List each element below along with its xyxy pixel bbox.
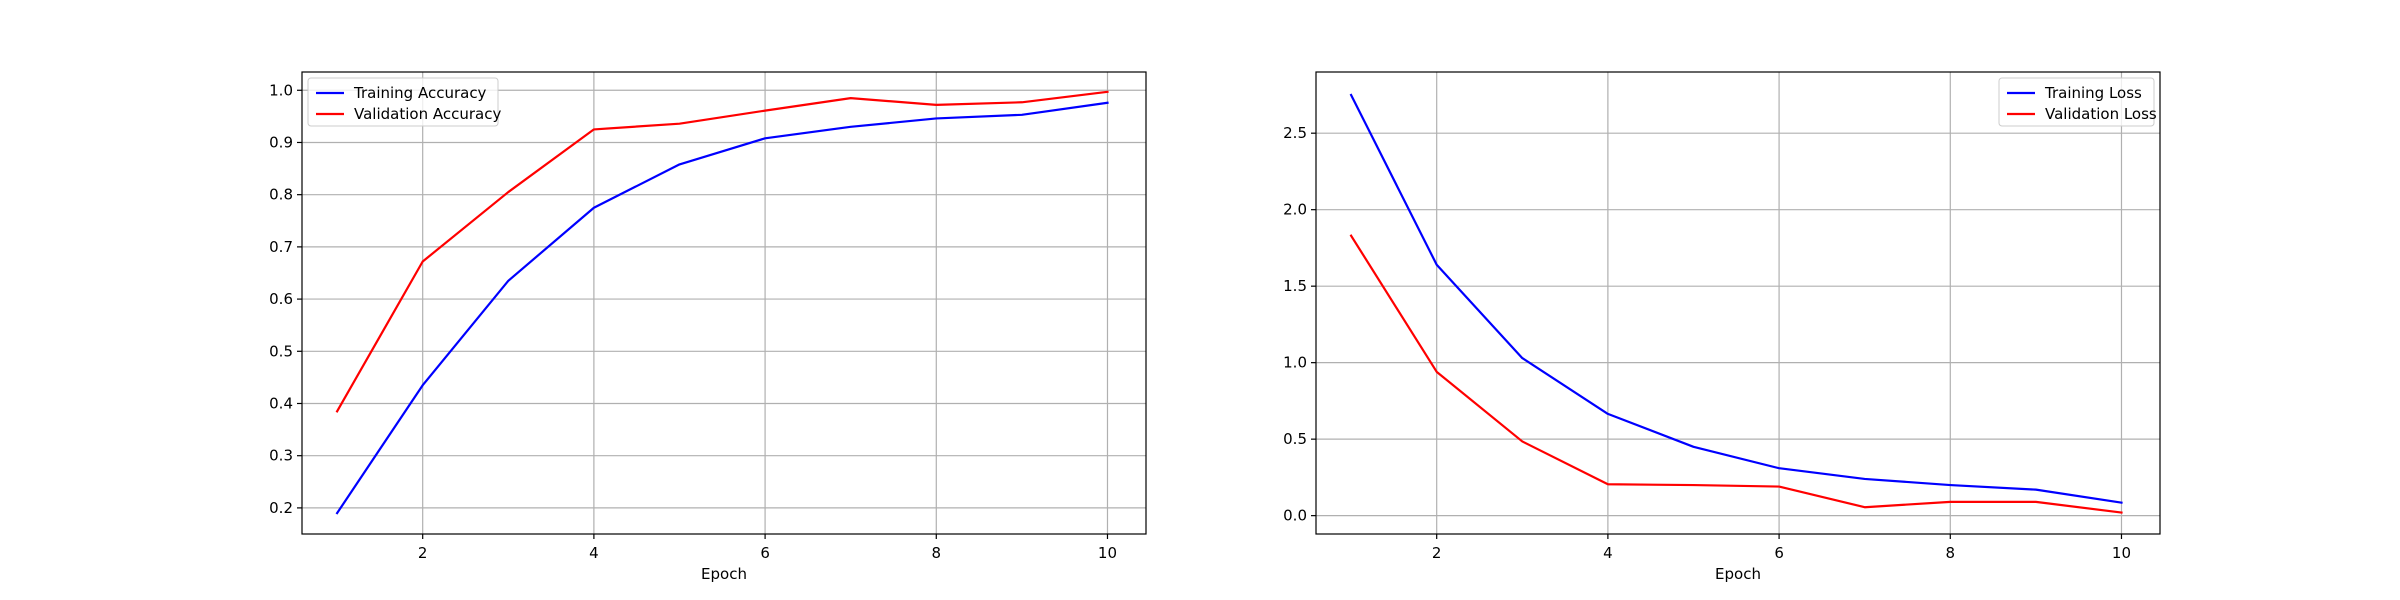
accuracy-x-tick-label: 2 — [418, 544, 428, 562]
accuracy-x-tick-label: 8 — [932, 544, 942, 562]
loss-legend-box — [1998, 77, 2155, 127]
accuracy-y-tick-label: 0.5 — [269, 342, 293, 360]
loss-legend-label-training: Training Loss — [2044, 84, 2142, 102]
accuracy-x-tick-label: 6 — [760, 544, 770, 562]
loss-y-tick-label: 2.0 — [1283, 201, 1307, 219]
accuracy-x-tick-label: 10 — [1098, 544, 1117, 562]
loss-x-tick-label: 4 — [1603, 544, 1613, 562]
accuracy-y-tick-label: 1.0 — [269, 81, 293, 99]
accuracy-x-tick-label: 4 — [589, 544, 599, 562]
loss-x-tick-label: 8 — [1946, 544, 1956, 562]
loss-legend: Training Loss Validation Loss — [1998, 77, 2157, 127]
loss-y-tick-label: 0.0 — [1283, 507, 1307, 525]
accuracy-y-tick-label: 0.6 — [269, 290, 293, 308]
accuracy-y-tick-label: 0.8 — [269, 186, 293, 204]
accuracy-y-tick-label: 0.9 — [269, 133, 293, 151]
loss-x-axis-label: Epoch — [1715, 565, 1761, 583]
loss-series-line-validation — [1349, 234, 2123, 514]
accuracy-chart: 2 4 6 8 10 0.2 0.3 0.4 0.5 0.6 0.7 0.8 0.9 1.0 Epoch Tr… — [269, 71, 1147, 583]
accuracy-legend: Training Accuracy Validation Accuracy — [307, 77, 501, 127]
loss-y-tick-label: 0.5 — [1283, 430, 1307, 448]
accuracy-legend-box — [307, 77, 499, 127]
loss-legend-label-validation: Validation Loss — [2045, 105, 2157, 123]
loss-y-tick-label: 1.0 — [1283, 354, 1307, 372]
accuracy-y-tick-label: 0.7 — [269, 238, 293, 256]
accuracy-legend-label-training: Training Accuracy — [353, 84, 487, 102]
accuracy-y-tick-label: 0.3 — [269, 447, 293, 465]
accuracy-y-tick-label: 0.4 — [269, 394, 293, 412]
accuracy-y-tick-label: 0.2 — [269, 499, 293, 517]
loss-y-tick-label: 2.5 — [1283, 124, 1307, 142]
accuracy-series-line-training — [335, 101, 1109, 515]
accuracy-series-line-validation — [335, 90, 1109, 413]
loss-x-tick-label: 2 — [1432, 544, 1442, 562]
loss-series-line-training — [1349, 93, 2123, 504]
loss-y-tick-label: 1.5 — [1283, 277, 1307, 295]
accuracy-axes-frame — [301, 71, 1147, 535]
loss-axes-frame — [1315, 71, 2161, 535]
accuracy-x-axis-label: Epoch — [701, 565, 747, 583]
loss-x-tick-label: 10 — [2112, 544, 2131, 562]
accuracy-legend-label-validation: Validation Accuracy — [354, 105, 501, 123]
loss-x-tick-label: 6 — [1774, 544, 1784, 562]
loss-chart: 2 4 6 8 10 0.0 0.5 1.0 1.5 2.0 2.5 Epoch Training Lo… — [1283, 71, 2161, 583]
